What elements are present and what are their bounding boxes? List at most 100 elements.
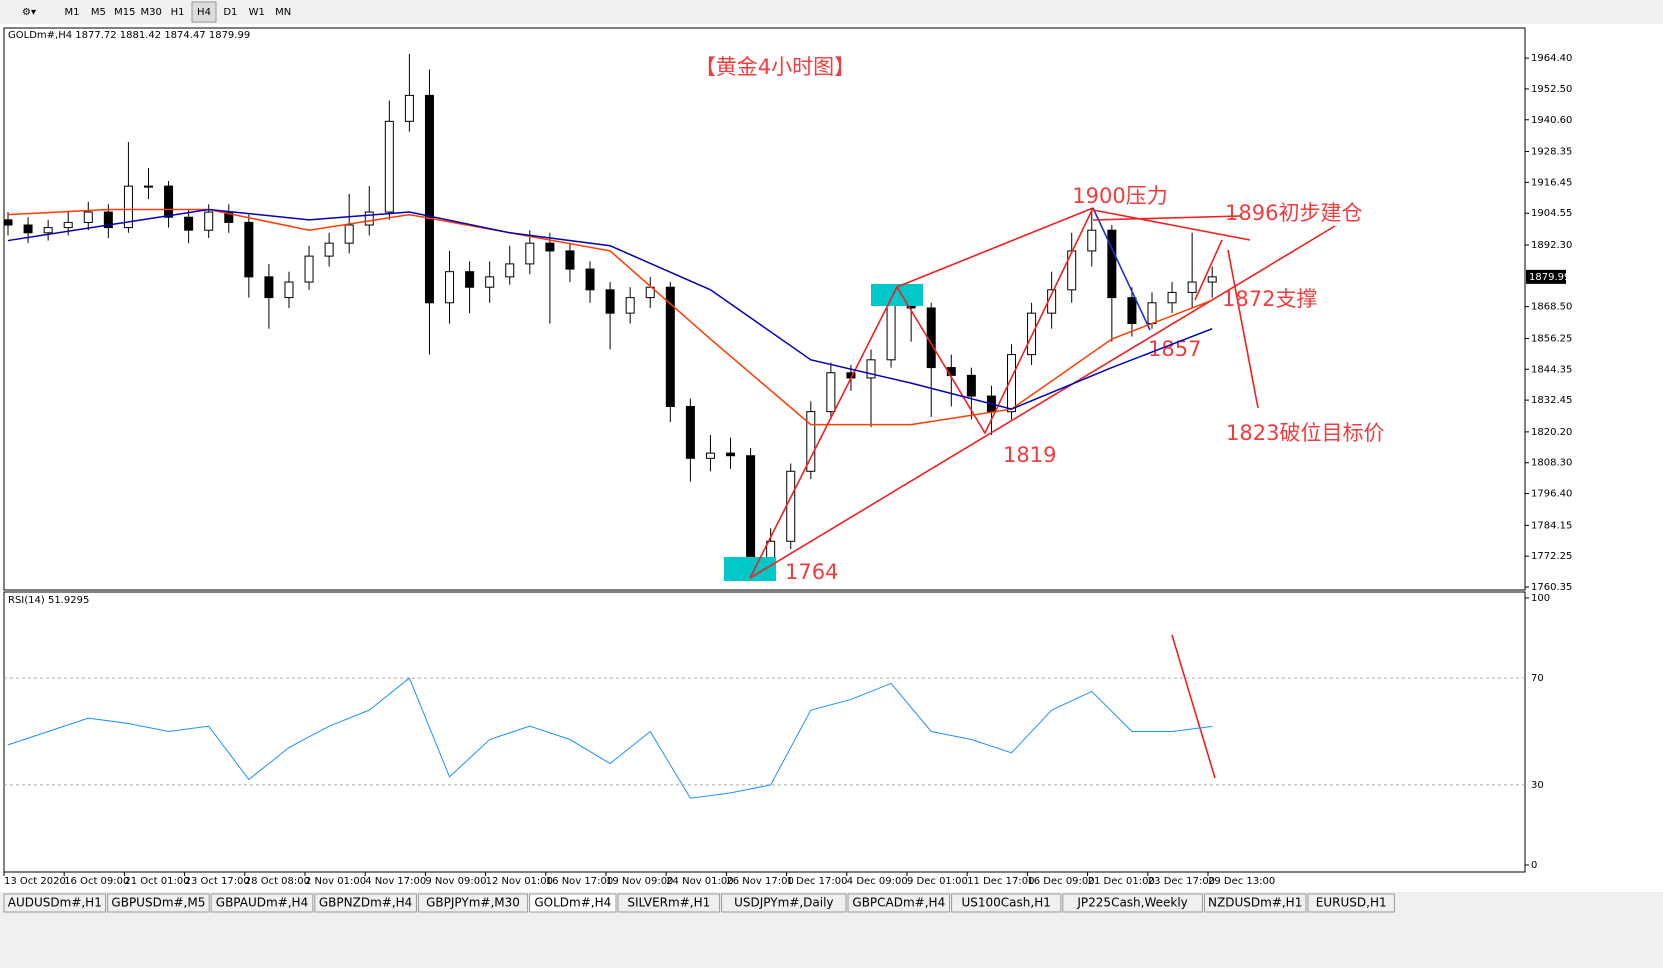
- candle-body: [1187, 281, 1197, 293]
- timeframe-button[interactable]: M1: [65, 7, 80, 18]
- tab[interactable]: [951, 893, 1062, 913]
- tab-label[interactable]: GBPUSDm#,M5: [111, 896, 205, 910]
- candle-body: [605, 289, 615, 314]
- candle-body: [505, 263, 515, 278]
- candle-body: [43, 227, 53, 234]
- y-tick-label: 1820.20: [1531, 427, 1572, 438]
- x-tick-label: 24 Nov 01:00: [666, 876, 733, 887]
- toolbar: [0, 0, 1663, 24]
- x-tick-label: 2 Nov 01:00: [305, 876, 366, 887]
- x-tick-label: 16 Oct 09:00: [64, 876, 129, 887]
- tab[interactable]: [3, 893, 107, 913]
- candle-body: [886, 297, 896, 361]
- zigzag: [749, 207, 1094, 579]
- trendline: [749, 225, 1336, 579]
- y-tick-label: 1796.40: [1531, 489, 1572, 500]
- y-tick-label: 1760.35: [1531, 582, 1572, 593]
- x-tick-label: 23 Dec 17:00: [1148, 876, 1215, 887]
- tab[interactable]: [847, 893, 951, 913]
- tab[interactable]: [314, 893, 417, 913]
- y-tick-label: 1940.60: [1531, 115, 1572, 126]
- timeframe-button[interactable]: D1: [223, 7, 237, 18]
- y-tick-label: 1832.45: [1531, 395, 1572, 406]
- tab[interactable]: [1203, 893, 1307, 913]
- zigzag: [1092, 207, 1151, 331]
- candle-body: [485, 276, 495, 288]
- rsi-line: [7, 677, 1213, 799]
- tab[interactable]: [617, 893, 721, 913]
- candle-body: [1107, 229, 1117, 299]
- tab-label[interactable]: JP225Cash,Weekly: [1076, 896, 1187, 910]
- candle-body: [705, 452, 715, 459]
- tab[interactable]: [1307, 893, 1395, 913]
- y-tick-label: 1928.35: [1531, 147, 1572, 158]
- x-tick-label: 26 Nov 17:00: [726, 876, 793, 887]
- y-tick-label: 1808.30: [1531, 458, 1572, 469]
- y-tick-label: 1964.40: [1531, 53, 1572, 64]
- tab[interactable]: [529, 893, 617, 913]
- tab-label[interactable]: AUDUSDm#,H1: [8, 896, 102, 910]
- arrow: [1227, 249, 1259, 409]
- tab[interactable]: [721, 893, 847, 913]
- annotation: 1764: [785, 560, 838, 584]
- x-tick-label: 19 Nov 09:00: [606, 876, 673, 887]
- candle-body: [264, 276, 274, 299]
- timeframe-button[interactable]: W1: [249, 7, 265, 18]
- candle-body: [1027, 312, 1037, 356]
- y-tick-label: 1892.30: [1531, 240, 1572, 251]
- candle-body: [445, 271, 455, 304]
- timeframe-button[interactable]: H1: [171, 7, 185, 18]
- candle-body: [344, 224, 354, 244]
- tab-label[interactable]: USDJPYm#,Daily: [734, 896, 833, 910]
- tool-icon[interactable]: ⚙▾: [22, 7, 36, 18]
- timeframe-button[interactable]: MN: [275, 7, 291, 18]
- candle-body: [204, 211, 214, 231]
- candle-body: [23, 224, 33, 234]
- y-tick-label: 1868.50: [1531, 302, 1572, 313]
- x-tick-label: 9 Dec 01:00: [907, 876, 968, 887]
- annotation: 1872支撑: [1222, 287, 1317, 311]
- x-tick-label: 13 Oct 2020: [4, 876, 66, 887]
- annotation: 1896初步建仓: [1225, 201, 1362, 225]
- rsi-tick-label: 100: [1531, 593, 1550, 604]
- candle-body: [826, 372, 836, 413]
- y-tick-label: 1916.45: [1531, 177, 1572, 188]
- x-tick-label: 16 Dec 09:00: [1027, 876, 1094, 887]
- annotation: 1823破位目标价: [1226, 421, 1384, 445]
- candle-body: [164, 185, 174, 218]
- candle-body: [786, 470, 796, 542]
- tab-label[interactable]: GBPCADm#,H4: [852, 896, 945, 910]
- y-tick-label: 1904.55: [1531, 208, 1572, 219]
- tab-label[interactable]: GBPNZDm#,H4: [319, 896, 412, 910]
- tab-label[interactable]: NZDUSDm#,H1: [1208, 896, 1302, 910]
- tab-label[interactable]: EURUSD,H1: [1316, 896, 1387, 910]
- candle-body: [244, 221, 254, 278]
- tab-label[interactable]: GBPAUDm#,H4: [216, 896, 308, 910]
- tab[interactable]: [1062, 893, 1203, 913]
- tab-label[interactable]: GBPJPYm#,M30: [426, 896, 520, 910]
- x-tick-label: 4 Nov 17:00: [365, 876, 426, 887]
- active-timeframe: [191, 1, 217, 23]
- tab[interactable]: [417, 893, 529, 913]
- candle-body: [384, 120, 394, 213]
- chart-header: GOLDm#,H4 1877.72 1881.42 1874.47 1879.9…: [8, 30, 250, 41]
- tab[interactable]: [210, 893, 314, 913]
- tab-label[interactable]: GOLDm#,H4: [534, 896, 611, 910]
- candle-body: [424, 94, 434, 304]
- candle-body: [746, 455, 756, 568]
- candle-body: [806, 411, 816, 472]
- timeframe-button[interactable]: M15: [114, 7, 135, 18]
- moving-average: [7, 208, 1213, 410]
- tab[interactable]: [107, 893, 210, 913]
- timeframe-button[interactable]: M30: [141, 7, 162, 18]
- timeframe-button[interactable]: H4: [197, 7, 211, 18]
- candle-body: [63, 221, 73, 229]
- candle-body: [665, 286, 675, 407]
- candle-body: [465, 271, 475, 288]
- tab-label[interactable]: SILVERm#,H1: [627, 896, 710, 910]
- timeframe-button[interactable]: M5: [91, 7, 106, 18]
- tab-label[interactable]: US100Cash,H1: [962, 896, 1051, 910]
- candle-body: [645, 286, 655, 299]
- candle-body: [184, 216, 194, 231]
